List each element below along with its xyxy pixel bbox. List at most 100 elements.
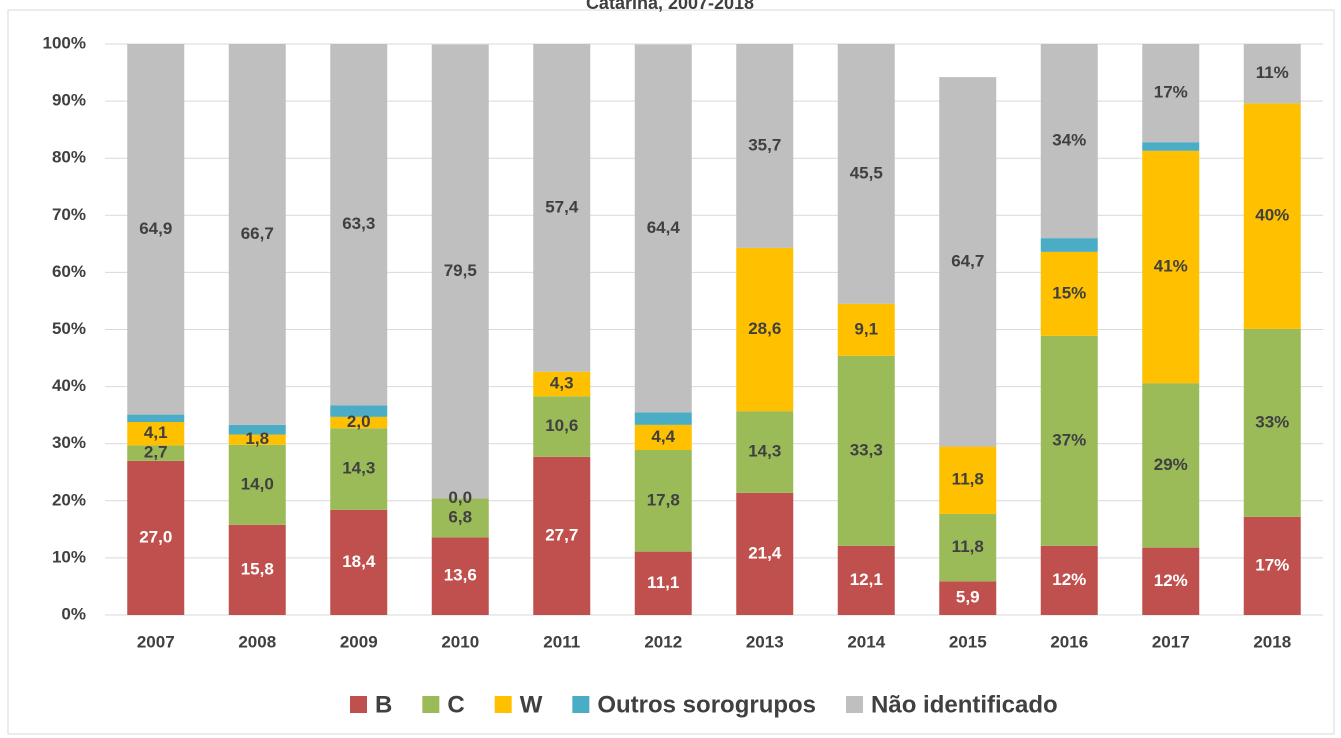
x-tick-label: 2015	[949, 632, 987, 651]
bar-segment	[330, 44, 388, 406]
y-tick-label: 100%	[43, 33, 86, 52]
data-label: 15%	[1052, 283, 1086, 302]
data-label: 63,3	[342, 214, 375, 233]
data-label: 4,1	[144, 423, 168, 442]
y-tick-label: 10%	[52, 547, 86, 566]
x-tick-label: 2013	[746, 632, 784, 651]
data-label: 64,4	[647, 218, 681, 237]
bar-segment	[1040, 335, 1098, 546]
data-label: 5,9	[956, 588, 980, 607]
bar-segment	[837, 355, 895, 546]
data-label: 11,8	[952, 537, 984, 556]
x-tick-label: 2007	[137, 632, 175, 651]
data-label: 29%	[1154, 455, 1188, 474]
y-tick-label: 90%	[52, 91, 86, 110]
bar-segment	[330, 428, 388, 510]
bar-segment	[533, 44, 591, 372]
data-label: 33%	[1255, 412, 1289, 431]
legend-label: B	[375, 691, 392, 718]
bar-segment	[1243, 328, 1301, 517]
bar-segment	[1142, 383, 1200, 548]
data-label: 17,8	[647, 490, 680, 509]
y-tick-label: 30%	[52, 433, 86, 452]
data-label: 64,9	[139, 219, 172, 238]
y-tick-label: 40%	[52, 376, 86, 395]
legend-label: C	[447, 691, 464, 718]
data-label: 12%	[1154, 571, 1188, 590]
data-label: 11,1	[647, 573, 679, 592]
bar-segment	[1142, 150, 1200, 384]
data-label: 79,5	[444, 261, 477, 280]
data-label: 14,3	[342, 459, 375, 478]
bar-segment	[1040, 545, 1098, 615]
bar-segment	[1040, 238, 1098, 252]
data-label: 12%	[1052, 570, 1086, 589]
data-label: 18,4	[342, 552, 376, 571]
y-tick-label: 60%	[52, 262, 86, 281]
legend-label: Outros sorogrupos	[597, 691, 816, 718]
data-label: 6,8	[448, 507, 472, 526]
chart-frame	[7, 9, 1335, 735]
data-label: 21,4	[748, 543, 782, 562]
legend-swatch	[350, 696, 367, 713]
data-label: 15,8	[241, 559, 274, 578]
bar-segment	[533, 456, 591, 615]
data-label: 1,8	[245, 429, 269, 448]
bar-segment	[330, 509, 388, 615]
x-tick-label: 2008	[238, 632, 276, 651]
bar-segment	[127, 44, 185, 415]
bar-segment	[736, 247, 794, 412]
bar-segment	[736, 411, 794, 493]
y-tick-label: 50%	[52, 319, 86, 338]
bar-segment	[939, 446, 997, 514]
bar-segment	[127, 460, 185, 615]
bar-segment	[431, 537, 489, 615]
bar-segment	[634, 412, 692, 425]
x-tick-label: 2014	[847, 632, 885, 651]
data-label: 27,0	[139, 527, 172, 546]
bar-segment	[1040, 251, 1098, 336]
x-tick-label: 2016	[1050, 632, 1088, 651]
data-label: 45,5	[850, 163, 883, 182]
x-tick-label: 2011	[543, 632, 580, 651]
chart-title: Catarina, 2007-2018	[586, 0, 754, 13]
legend-label: W	[520, 691, 543, 718]
legend-swatch	[422, 696, 440, 713]
data-label: 13,6	[444, 566, 477, 585]
bar-segment	[228, 444, 286, 525]
data-label: 2,0	[347, 412, 371, 431]
bar-segment	[127, 414, 185, 423]
data-label: 2,7	[144, 443, 168, 462]
x-tick-label: 2012	[644, 632, 682, 651]
data-label: 9,1	[854, 319, 878, 338]
legend-swatch	[494, 696, 512, 713]
data-label: 64,7	[951, 251, 984, 270]
bar-segment	[837, 545, 895, 615]
bar-segment	[228, 524, 286, 615]
bar-segment	[431, 44, 489, 499]
y-tick-label: 80%	[52, 148, 86, 167]
bar-segment	[1243, 103, 1301, 329]
data-label: 11,8	[952, 470, 984, 489]
bar-segment	[228, 44, 286, 425]
y-tick-label: 0%	[61, 604, 86, 623]
data-label: 0,0	[448, 488, 472, 507]
data-label: 11%	[1256, 63, 1289, 82]
data-label: 4,3	[550, 374, 574, 393]
data-label: 17%	[1255, 555, 1289, 574]
bar-segment	[330, 416, 388, 429]
legend-swatch	[572, 696, 590, 713]
bar-segment	[127, 422, 185, 446]
legend-label: Não identificado	[871, 691, 1058, 718]
bar-segment	[736, 492, 794, 615]
bar-segment	[634, 449, 692, 552]
bar-segment	[127, 445, 185, 461]
bar-segment	[939, 513, 997, 582]
x-tick-label: 2009	[340, 632, 378, 651]
data-label: 12,1	[850, 570, 883, 589]
bar-segment	[939, 581, 997, 615]
data-label: 40%	[1255, 206, 1289, 225]
bar-segment	[1142, 142, 1200, 151]
data-label: 27,7	[545, 525, 578, 544]
data-label: 33,3	[850, 440, 883, 459]
